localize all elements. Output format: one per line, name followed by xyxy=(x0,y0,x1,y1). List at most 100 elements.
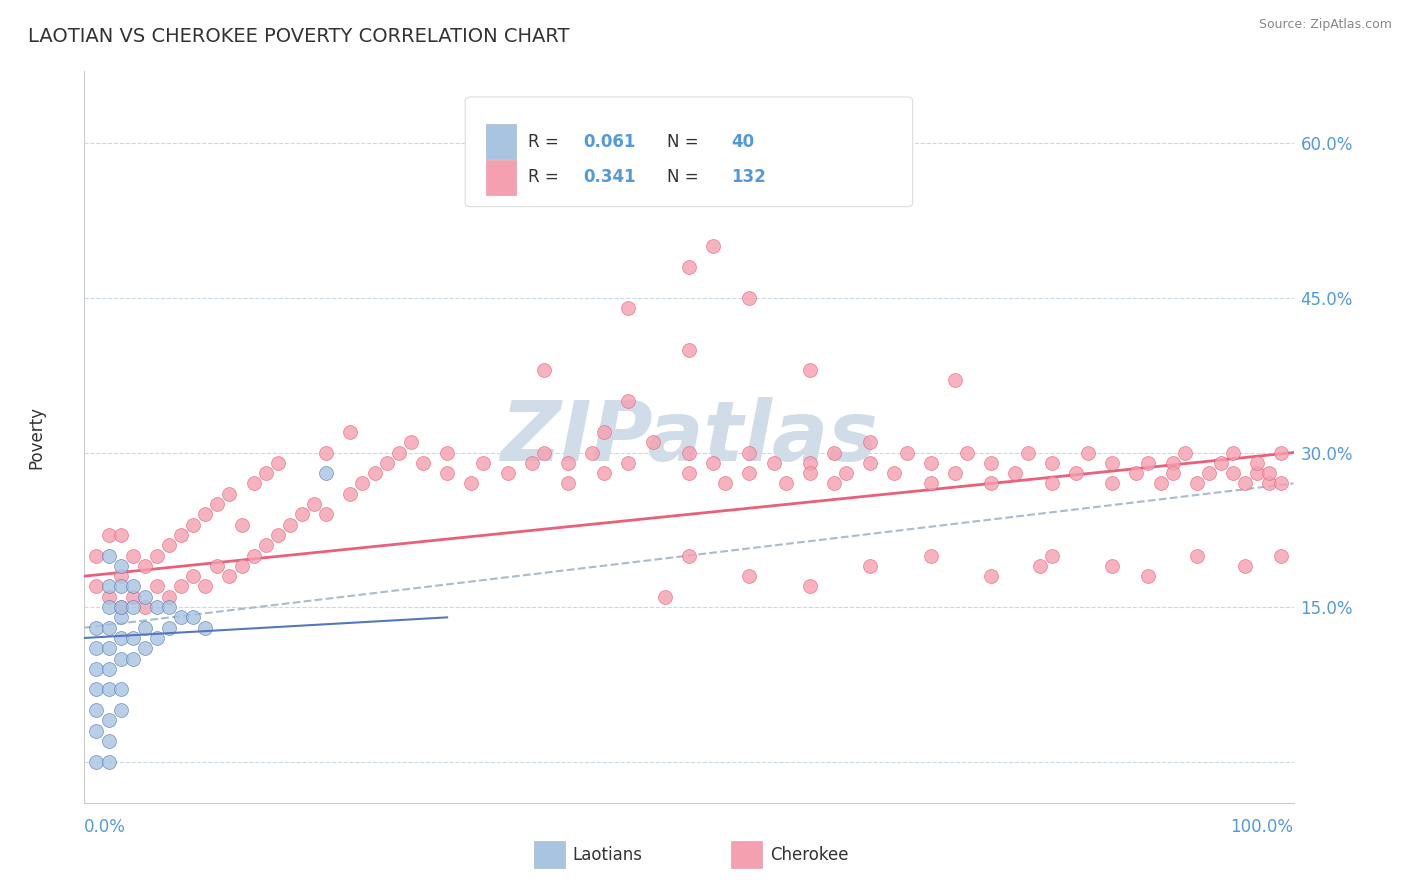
Point xyxy=(678,549,700,563)
Point xyxy=(1149,476,1171,491)
Point xyxy=(823,476,845,491)
Point xyxy=(267,528,290,542)
Point xyxy=(678,260,700,274)
Point xyxy=(1077,445,1099,459)
Point xyxy=(593,466,616,480)
Point xyxy=(181,569,204,583)
Point xyxy=(97,600,120,615)
Point xyxy=(883,466,905,480)
Text: 0.061: 0.061 xyxy=(583,133,636,151)
Point xyxy=(859,435,882,450)
Point xyxy=(254,466,277,480)
Point xyxy=(157,600,180,615)
Point xyxy=(134,590,156,604)
Point xyxy=(170,579,193,593)
Point xyxy=(823,445,845,459)
Point xyxy=(399,435,422,450)
Point xyxy=(315,508,337,522)
Point xyxy=(121,549,143,563)
Point xyxy=(157,590,180,604)
Point xyxy=(1040,476,1063,491)
Point xyxy=(533,363,555,377)
Point xyxy=(920,456,942,470)
Point xyxy=(339,487,361,501)
Point xyxy=(339,425,361,439)
Point xyxy=(1270,476,1292,491)
Point xyxy=(436,445,458,459)
Point xyxy=(242,549,264,563)
Point xyxy=(110,682,132,697)
Point xyxy=(1246,456,1268,470)
Point xyxy=(1209,456,1232,470)
Point xyxy=(496,466,519,480)
Text: Source: ZipAtlas.com: Source: ZipAtlas.com xyxy=(1258,18,1392,31)
Point xyxy=(557,456,579,470)
Point xyxy=(110,610,132,624)
Point xyxy=(678,445,700,459)
Point xyxy=(110,528,132,542)
Point xyxy=(980,476,1002,491)
Point xyxy=(436,466,458,480)
Point xyxy=(1040,549,1063,563)
Text: R =: R = xyxy=(529,169,564,186)
Point xyxy=(1137,569,1160,583)
Point xyxy=(363,466,385,480)
Point xyxy=(1258,466,1281,480)
Point xyxy=(97,734,120,748)
Point xyxy=(121,579,143,593)
Point xyxy=(86,723,108,738)
Point xyxy=(654,590,676,604)
Point xyxy=(1137,456,1160,470)
Point xyxy=(146,549,169,563)
Point xyxy=(1101,476,1123,491)
Point xyxy=(110,600,132,615)
Point xyxy=(86,662,108,676)
Point xyxy=(231,558,253,573)
Point xyxy=(278,517,301,532)
Point xyxy=(218,487,240,501)
Point xyxy=(1246,466,1268,480)
Text: ZIPatlas: ZIPatlas xyxy=(501,397,877,477)
FancyBboxPatch shape xyxy=(486,160,516,195)
Point xyxy=(110,600,132,615)
Point xyxy=(157,538,180,552)
Point xyxy=(617,456,640,470)
FancyBboxPatch shape xyxy=(486,124,516,159)
Text: 0.341: 0.341 xyxy=(583,169,637,186)
Point xyxy=(97,579,120,593)
Point xyxy=(641,435,664,450)
Text: 100.0%: 100.0% xyxy=(1230,818,1294,837)
Point xyxy=(170,610,193,624)
Point xyxy=(267,456,290,470)
Text: LAOTIAN VS CHEROKEE POVERTY CORRELATION CHART: LAOTIAN VS CHEROKEE POVERTY CORRELATION … xyxy=(28,27,569,45)
Point xyxy=(388,445,411,459)
Text: N =: N = xyxy=(668,169,704,186)
Point xyxy=(799,579,821,593)
Point xyxy=(1185,549,1208,563)
Point xyxy=(1270,549,1292,563)
Point xyxy=(1004,466,1026,480)
Point xyxy=(97,549,120,563)
Point xyxy=(181,517,204,532)
Point xyxy=(315,466,337,480)
Point xyxy=(375,456,398,470)
Point xyxy=(835,466,858,480)
Point xyxy=(97,682,120,697)
Point xyxy=(110,651,132,665)
Point xyxy=(97,714,120,728)
Point xyxy=(1101,456,1123,470)
Point xyxy=(110,569,132,583)
Point xyxy=(231,517,253,532)
Text: 132: 132 xyxy=(731,169,766,186)
Point xyxy=(956,445,979,459)
Point xyxy=(678,343,700,357)
Point xyxy=(581,445,603,459)
Point xyxy=(943,373,966,387)
Point xyxy=(617,394,640,409)
Point xyxy=(943,466,966,480)
Point xyxy=(738,291,761,305)
Point xyxy=(194,508,217,522)
Point xyxy=(86,621,108,635)
Point xyxy=(460,476,482,491)
Point xyxy=(110,558,132,573)
